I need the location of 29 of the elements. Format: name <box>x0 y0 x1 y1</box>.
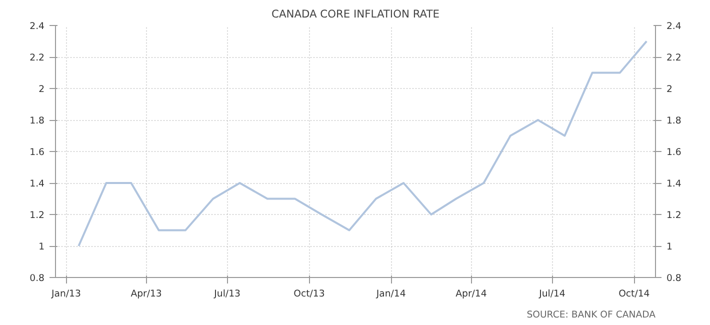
y-tick-label: 2.4 <box>30 21 45 32</box>
y-tick-label: 1.2 <box>30 210 45 221</box>
x-tick-label: Jan/14 <box>375 288 406 300</box>
source-note: SOURCE: BANK OF CANADA <box>526 310 656 320</box>
y2-tick-label: 2 <box>666 84 672 95</box>
x-tick-label: Apr/14 <box>456 288 487 300</box>
y-tick-label: 1.8 <box>30 116 45 126</box>
y2-tick-label: 2.2 <box>666 52 682 64</box>
x-tick-label: Jan/13 <box>50 288 81 300</box>
x-tick-label: Jul/13 <box>213 288 241 300</box>
chart-title: CANADA CORE INFLATION RATE <box>272 8 440 20</box>
y-tick-label: 1.6 <box>30 147 45 158</box>
y2-tick-label: 0.8 <box>666 273 682 284</box>
y-tick-label: 2 <box>38 84 45 95</box>
y2-tick-label: 1.2 <box>666 210 682 221</box>
y-tick-label: 1 <box>38 242 45 252</box>
y2-tick-label: 1.6 <box>666 147 682 158</box>
y2-tick-label: 2.4 <box>666 21 682 32</box>
y-tick-label: 1.4 <box>30 178 45 190</box>
y2-tick-label: 1.8 <box>666 116 682 126</box>
y-tick-label: 2.2 <box>30 52 45 64</box>
y2-tick-label: 1.4 <box>666 178 682 190</box>
x-tick-label: Jul/14 <box>538 288 566 300</box>
y2-tick-label: 1 <box>666 242 672 252</box>
y-tick-label: 0.8 <box>30 273 45 284</box>
x-tick-label: Apr/13 <box>130 288 162 300</box>
x-tick-label: Oct/14 <box>618 288 650 300</box>
line-series <box>78 40 648 247</box>
x-tick-label: Oct/13 <box>294 288 325 300</box>
